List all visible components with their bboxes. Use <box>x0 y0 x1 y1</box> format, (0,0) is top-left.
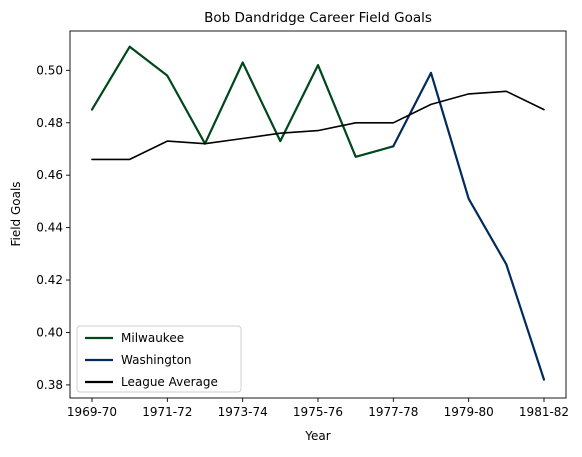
y-tick-label: 0.38 <box>36 378 63 392</box>
y-tick-label: 0.46 <box>36 168 63 182</box>
x-tick-label: 1971-72 <box>142 405 192 419</box>
y-tick-label: 0.48 <box>36 116 63 130</box>
legend-label: Washington <box>121 353 192 367</box>
x-tick-label: 1973-74 <box>218 405 268 419</box>
y-tick-label: 0.40 <box>36 325 63 339</box>
legend-label: League Average <box>121 375 218 389</box>
y-axis-label: Field Goals <box>9 181 23 246</box>
legend: Milwaukee Washington League Average <box>76 325 242 393</box>
x-axis-label: Year <box>304 429 330 443</box>
x-tick-label: 1975-76 <box>293 405 343 419</box>
y-axis: 0.38 0.40 0.42 0.44 0.46 0.48 0.50 <box>36 63 70 392</box>
legend-box <box>76 325 242 393</box>
x-tick-label: 1981-82 <box>519 405 569 419</box>
y-tick-label: 0.42 <box>36 273 63 287</box>
series-layer <box>90 45 546 381</box>
series-line-milwaukee <box>90 45 395 158</box>
series-line-league-average <box>91 90 545 161</box>
series-line-washington <box>392 71 546 381</box>
x-axis: 1969-70 1971-72 1973-74 1975-76 1977-78 1979-… <box>67 398 569 419</box>
y-tick-label: 0.44 <box>36 221 63 235</box>
x-tick-label: 1979-80 <box>444 405 494 419</box>
x-tick-label: 1977-78 <box>368 405 418 419</box>
chart-title: Bob Dandridge Career Field Goals <box>204 10 432 26</box>
legend-label: Milwaukee <box>121 331 184 345</box>
x-tick-label: 1969-70 <box>67 405 117 419</box>
y-tick-label: 0.50 <box>36 63 63 77</box>
